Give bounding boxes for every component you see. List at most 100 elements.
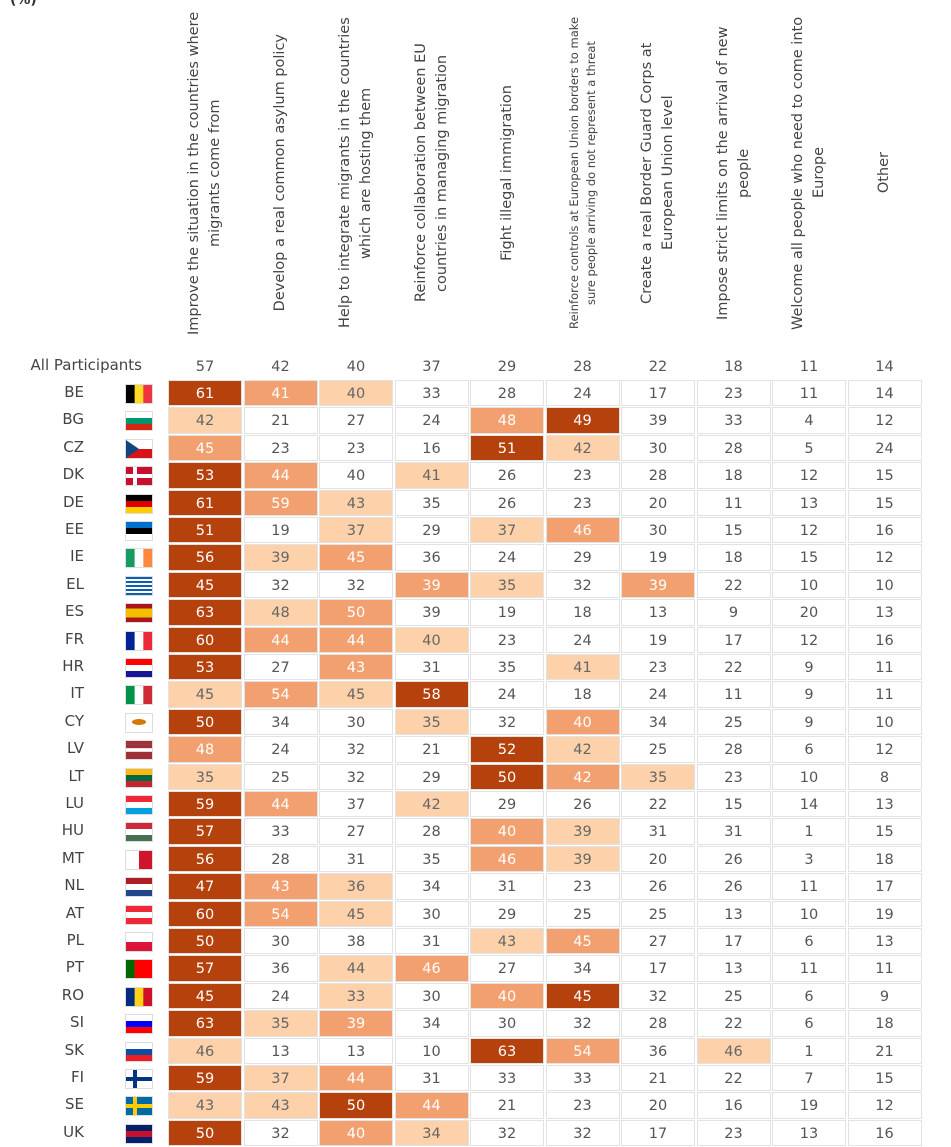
cell: 41: [394, 462, 469, 489]
cell: 35: [470, 654, 544, 681]
cell: 31: [319, 845, 393, 873]
cell: 18: [696, 462, 771, 489]
cell: 11: [696, 681, 771, 708]
cell: 45: [545, 982, 620, 1010]
cell: 17: [696, 626, 771, 653]
cell: 15: [696, 517, 771, 544]
row-label: BE: [64, 383, 84, 401]
cell: 32: [545, 571, 620, 599]
cell: 24: [243, 982, 318, 1010]
row-label: SK: [64, 1040, 84, 1059]
cell: 13: [243, 1037, 318, 1064]
cell: 22: [648, 359, 668, 375]
cell: 28: [394, 818, 469, 845]
cell: 37: [319, 791, 393, 818]
cell: 12: [772, 462, 846, 489]
cell: 23: [470, 626, 544, 653]
cell: 32: [621, 982, 695, 1010]
cell: 46: [470, 845, 544, 873]
column-header: Welcome all people who need to come into…: [772, 8, 846, 338]
cell: 44: [319, 1065, 393, 1092]
cell: 37: [422, 359, 441, 375]
cell: 17: [621, 1119, 695, 1147]
cell: 16: [847, 626, 922, 653]
cell: 44: [243, 626, 318, 653]
cell: 6: [772, 982, 846, 1010]
cell: 35: [394, 708, 469, 736]
cell: 22: [696, 571, 771, 599]
row-label: RO: [61, 985, 84, 1004]
cell: 50: [168, 928, 242, 955]
cell: 36: [243, 955, 318, 982]
cell: 19: [847, 900, 922, 927]
cell: 26: [470, 462, 544, 489]
flag: [125, 740, 153, 761]
cell: 20: [621, 1092, 695, 1119]
row-label: LV: [67, 739, 84, 758]
flag: [125, 822, 153, 843]
row-label: LT: [68, 766, 84, 785]
cell: 13: [847, 599, 922, 626]
cell: 31: [470, 873, 544, 900]
column-header-text: Help to integrate migrants in the countr…: [337, 17, 374, 329]
flag: [125, 712, 153, 733]
cell: 5: [772, 434, 846, 462]
column-header-text: Improve the situation in the countries w…: [186, 11, 223, 335]
cell: 32: [319, 571, 393, 599]
row-label: CZ: [63, 437, 84, 456]
cell: 17: [621, 380, 695, 407]
cell: 13: [772, 489, 846, 516]
cell: 30: [621, 517, 695, 544]
cell: 39: [319, 1010, 393, 1037]
cell: 32: [545, 1119, 620, 1147]
cell: 18: [847, 845, 922, 873]
cell: 6: [772, 1010, 846, 1037]
cell: 28: [573, 359, 592, 375]
flag: [125, 849, 153, 870]
cell: 24: [847, 434, 922, 462]
cell: 33: [696, 407, 771, 434]
cell: 18: [545, 681, 620, 708]
cell: 6: [772, 736, 846, 763]
row-label: SE: [65, 1095, 84, 1114]
cell: 21: [847, 1037, 922, 1064]
cell: 22: [621, 791, 695, 818]
cell: 13: [696, 900, 771, 927]
cell: 15: [847, 818, 922, 845]
cell: 42: [271, 359, 290, 375]
flag: [125, 959, 153, 980]
cell: 33: [545, 1065, 620, 1092]
cell: 13: [847, 791, 922, 818]
cell: 43: [168, 1092, 242, 1119]
cell: 29: [545, 544, 620, 571]
cell: 59: [243, 489, 318, 516]
cell: 11: [772, 955, 846, 982]
cell: 20: [621, 489, 695, 516]
cell: 11: [772, 873, 846, 900]
cell: 43: [243, 1092, 318, 1119]
cell: 48: [243, 599, 318, 626]
cell: 54: [545, 1037, 620, 1064]
cell: 18: [696, 544, 771, 571]
cell: 53: [168, 654, 242, 681]
row-label: HU: [61, 821, 84, 840]
cell: 39: [243, 544, 318, 571]
cell: 34: [243, 708, 318, 736]
row-label: SI: [70, 1013, 84, 1032]
cell: 33: [394, 380, 469, 407]
cell: 50: [319, 599, 393, 626]
cell: 33: [243, 818, 318, 845]
cell: 15: [847, 1065, 922, 1092]
cell: 23: [545, 489, 620, 516]
cell: 50: [168, 1119, 242, 1147]
flag: [125, 575, 153, 596]
cell: 50: [319, 1092, 393, 1119]
cell: 14: [772, 791, 846, 818]
column-header: Help to integrate migrants in the countr…: [319, 8, 393, 338]
cell: 43: [470, 928, 544, 955]
cell: 35: [394, 489, 469, 516]
cell: 19: [621, 626, 695, 653]
cell: 21: [470, 1092, 544, 1119]
cell: 25: [696, 708, 771, 736]
cell: 45: [319, 681, 393, 708]
